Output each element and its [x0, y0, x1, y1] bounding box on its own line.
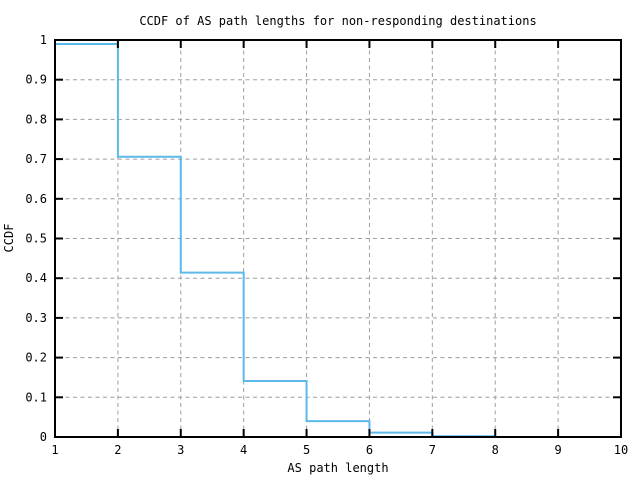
y-tick-label: 0.8 [25, 112, 47, 126]
y-axis-label: CCDF [2, 224, 16, 253]
x-tick-label: 6 [366, 443, 373, 457]
x-tick-label: 9 [554, 443, 561, 457]
y-tick-label: 1 [40, 33, 47, 47]
y-tick-label: 0.4 [25, 271, 47, 285]
x-tick-label: 4 [240, 443, 247, 457]
x-tick-label: 2 [114, 443, 121, 457]
ccdf-step-line [55, 42, 497, 438]
y-tick-label: 0.5 [25, 232, 47, 246]
tick-labels: 1 2 3 4 5 6 7 8 9 10 0 0.1 0.2 0.3 0.4 0.5 0.6 0.7 0.8 0.9 1 [25, 33, 628, 457]
y-tick-label: 0.2 [25, 351, 47, 365]
x-tick-label: 7 [429, 443, 436, 457]
x-tick-label: 5 [303, 443, 310, 457]
y-tick-label: 0.1 [25, 390, 47, 404]
x-tick-label: 8 [492, 443, 499, 457]
x-tick-label: 1 [51, 443, 58, 457]
x-tick-label: 3 [177, 443, 184, 457]
plot-border-and-ticks [54, 39, 622, 438]
x-tick-label: 10 [614, 443, 628, 457]
y-tick-label: 0.6 [25, 192, 47, 206]
y-tick-label: 0 [40, 430, 47, 444]
y-tick-label: 0.9 [25, 73, 47, 87]
x-axis-label: AS path length [287, 461, 388, 475]
y-tick-label: 0.7 [25, 152, 47, 166]
chart-title: CCDF of AS path lengths for non-respondi… [139, 14, 536, 28]
grid-lines [58, 43, 618, 434]
y-tick-label: 0.3 [25, 311, 47, 325]
